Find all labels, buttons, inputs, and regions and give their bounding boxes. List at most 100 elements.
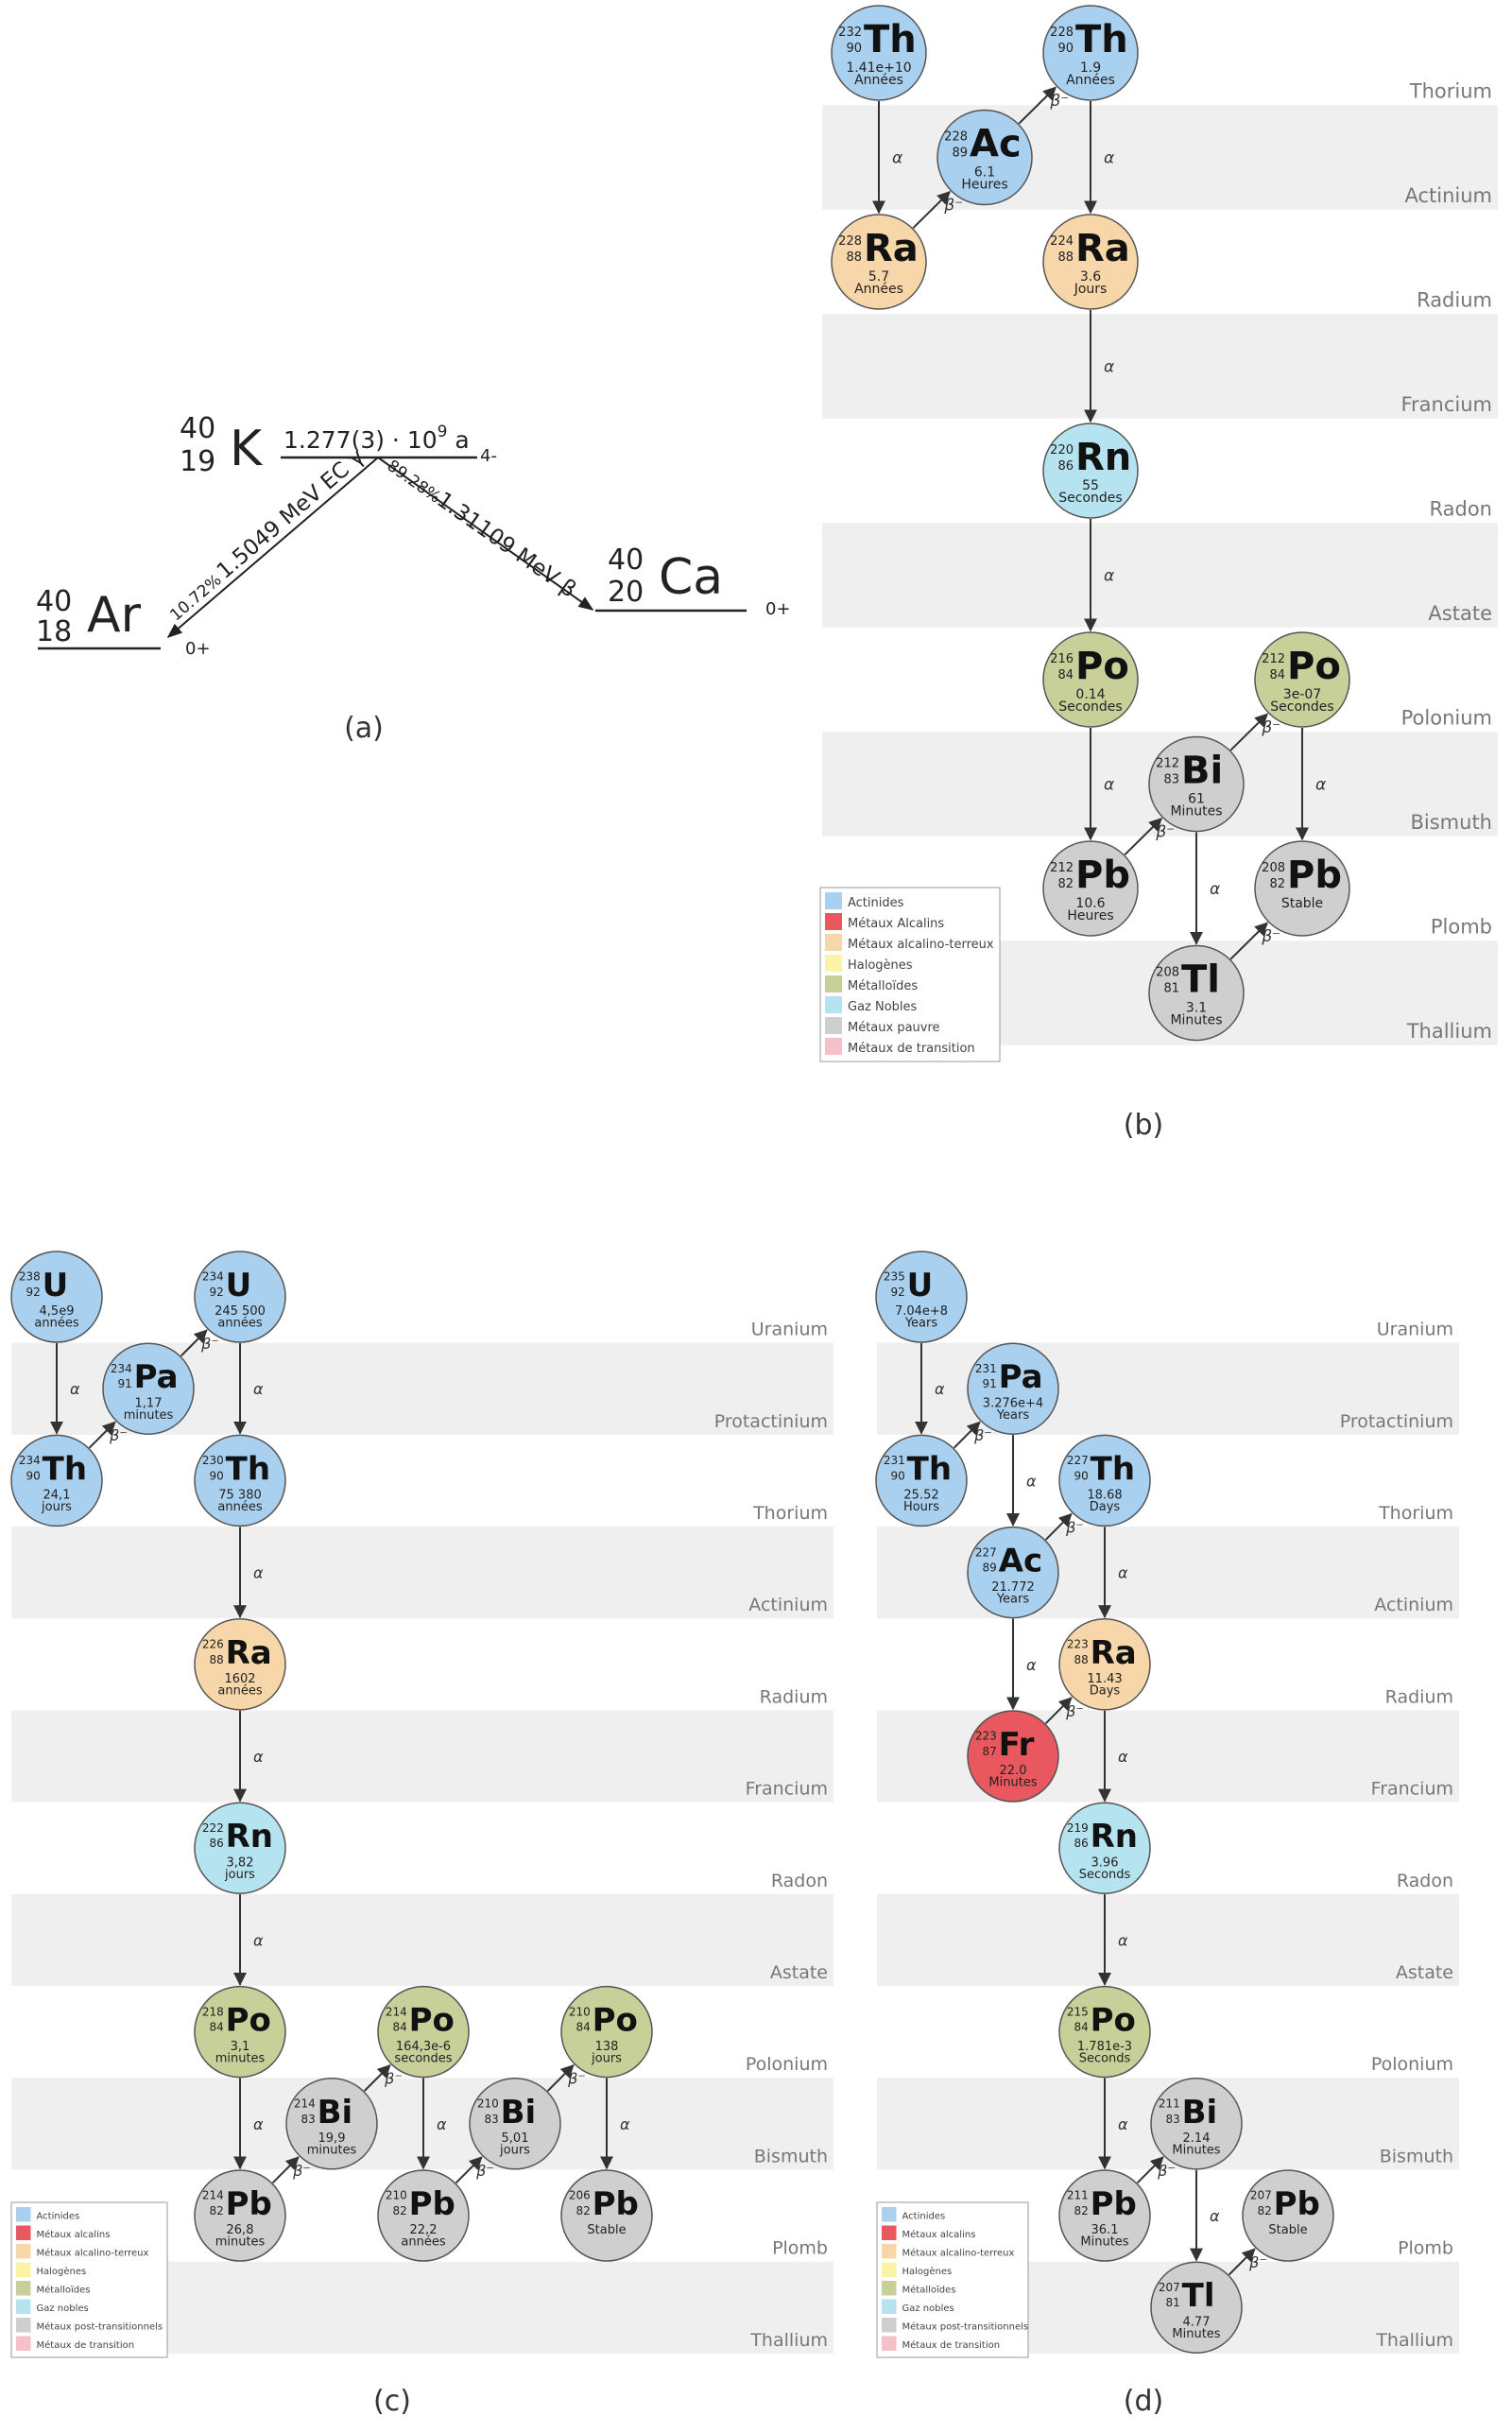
legend-swatch-poor_metal [882, 2318, 897, 2333]
nuclide-halflife-value: 22.0 [1000, 1764, 1027, 1778]
nuclide-halflife-value: 6.1 [974, 165, 995, 181]
legend-swatch-metalloid [16, 2281, 31, 2296]
decay-mode-label: α [1104, 567, 1114, 586]
nuclide-halflife-unit: Minutes [1172, 2327, 1220, 2341]
nuclide-circle [194, 2169, 286, 2262]
nuclide-symbol: Pb [1091, 2185, 1137, 2223]
nuclide-mass-number: 223 [975, 1730, 997, 1743]
nuclide-halflife-unit: Années [1066, 73, 1115, 88]
nuclide-mass-number: 227 [975, 1545, 997, 1559]
nuclide-symbol: Tl [1182, 2277, 1215, 2315]
row-band-astate [877, 1893, 1459, 1986]
beta-branch-pct: 89.28% [384, 457, 444, 508]
nuclide-halflife-unit: Secondes [1270, 699, 1333, 715]
legend-swatch-halogen [16, 2262, 31, 2277]
ar40-symbol: Ar [87, 587, 142, 644]
nuclide-halflife-unit: jours [591, 2051, 622, 2065]
nuclide-atomic-number: 87 [982, 1745, 996, 1758]
nuclide-atomic-number: 82 [1257, 2204, 1271, 2217]
nuclide-halflife-value: 5,01 [502, 2131, 529, 2146]
nuclide-atomic-number: 92 [890, 1286, 904, 1299]
panel-a: 40 19 K 1.277(3) · 109 a 4- 10.72% 1.504… [36, 412, 791, 745]
nuclide-mass-number: 212 [1050, 861, 1074, 875]
nuclide-symbol: Po [1075, 645, 1129, 688]
ec-arrow [166, 457, 379, 639]
legend-swatch-alkali [16, 2225, 31, 2240]
decay-arrow-beta [1044, 1697, 1073, 1725]
nuclide-halflife-value: 1.9 [1080, 60, 1101, 76]
legend-label-metaux-alcalino-terreux: Métaux alcalino-terreux [848, 938, 994, 952]
element-row-label-actinium: Actinium [1404, 184, 1492, 207]
legend-label-gaz-nobles: Gaz nobles [37, 2304, 89, 2314]
nuclide-halflife-value: 164,3e-6 [396, 2040, 451, 2054]
nuclide-mass-number: 212 [1262, 652, 1285, 666]
legend-swatch-transition [16, 2336, 31, 2351]
nuclide-circle [936, 109, 1033, 206]
nuclide-symbol: U [907, 1267, 934, 1304]
nuclide-mass-number: 232 [838, 26, 862, 40]
nuclide-atomic-number: 82 [1074, 2204, 1088, 2217]
nuclide-symbol: Fr [999, 1726, 1035, 1764]
panel-c: Uranium Protactinium Thorium Actinium Radium… [10, 1251, 833, 2358]
legend-label-gaz-nobles: Gaz Nobles [848, 1000, 918, 1014]
nuclide-mass-number: 228 [944, 130, 968, 145]
legend-swatch-actinide [825, 892, 842, 909]
nuclide-halflife-value: 0.14 [1075, 687, 1105, 702]
row-band-actinium [877, 1527, 1459, 1619]
ar40-spin: 0+ [185, 639, 211, 659]
caption-a: (a) [344, 712, 384, 745]
nuclide-symbol: Pb [409, 2185, 455, 2223]
nuclide-atomic-number: 90 [1057, 42, 1074, 56]
element-row-label-bismuth: Bismuth [1380, 2146, 1453, 2166]
caption-c: (c) [373, 2385, 411, 2418]
element-row-label-plomb: Plomb [1431, 915, 1492, 938]
decay-mode-label: β⁻ [292, 2162, 311, 2180]
decay-mode-label: α [620, 2115, 630, 2133]
nuclide-circle [1042, 840, 1139, 937]
nuclide-halflife-unit: jours [224, 1868, 255, 1882]
nuclide-halflife-unit: minutes [215, 2051, 266, 2065]
nuclide-halflife-value: 1,17 [135, 1396, 163, 1410]
decay-mode-label: β⁻ [567, 2070, 586, 2088]
legend-label-halogenes: Halogènes [848, 958, 913, 973]
nuclide-halflife-unit: Seconds [1079, 2051, 1131, 2065]
nuclide-symbol: U [43, 1267, 69, 1304]
nuclide-atomic-number: 84 [392, 2021, 406, 2034]
nuclide-halflife-value: 26,8 [227, 2223, 254, 2237]
nuclide-halflife-unit: Années [854, 282, 903, 297]
nuclide-halflife-unit: Minutes [1080, 2235, 1128, 2250]
nuclide-circle [194, 1434, 286, 1527]
nuclide-symbol: Pa [134, 1358, 179, 1396]
nuclide-atomic-number: 82 [576, 2204, 590, 2217]
nuclide-atomic-number: 84 [209, 2021, 223, 2034]
nuclide-circle [10, 1251, 103, 1343]
nuclide-atomic-number: 83 [1163, 773, 1179, 787]
k40-z: 19 [180, 445, 215, 478]
nuclide-symbol: Tl [1181, 958, 1220, 1002]
nuclide-mass-number: 214 [386, 2005, 407, 2018]
nuclide-mass-number: 235 [884, 1270, 905, 1284]
k40-symbol: K [230, 421, 264, 477]
nuclide-mass-number: 234 [111, 1362, 132, 1375]
nuclide-atomic-number: 92 [209, 1286, 223, 1299]
nuclide-halflife-value: 245 500 [215, 1304, 266, 1319]
nuclide-halflife-unit: années [34, 1317, 78, 1331]
nuclide-halflife-value: 22,2 [410, 2223, 438, 2237]
nuclide-symbol: Bi [318, 2094, 353, 2131]
nuclide-symbol: Rn [1075, 436, 1131, 479]
decay-mode-label: β⁻ [973, 1426, 992, 1444]
nuclide-halflife-value: 75 380 [218, 1489, 262, 1503]
decay-mode-label: α [1210, 880, 1220, 899]
nuclide-symbol: Ra [226, 1634, 272, 1672]
nuclide-atomic-number: 84 [1074, 2021, 1088, 2034]
nuclide-symbol: Rn [226, 1818, 273, 1855]
